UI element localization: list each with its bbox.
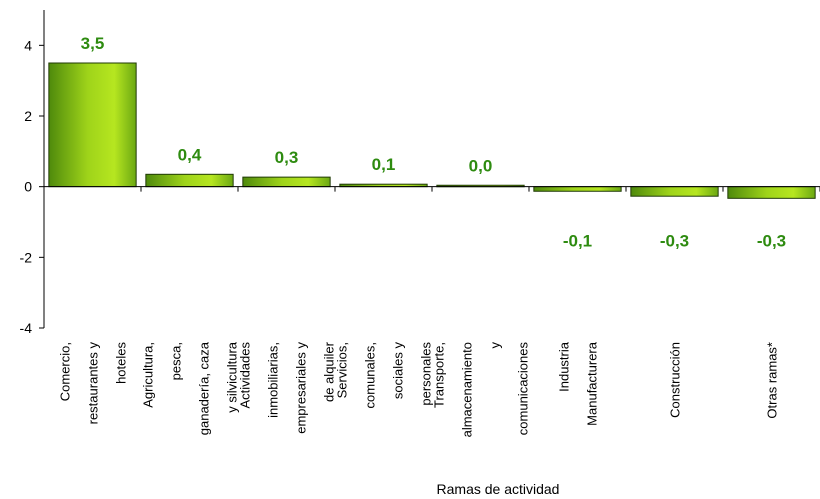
y-tick-label: 0 <box>24 179 32 195</box>
data-label: 0,1 <box>372 155 396 174</box>
bar <box>145 173 234 188</box>
x-category-label: de alquiler <box>322 341 337 402</box>
y-tick-label: 2 <box>24 108 32 124</box>
bar <box>48 62 137 188</box>
x-category-label: y silvicultura <box>225 341 240 413</box>
y-tick-label: -2 <box>20 249 33 265</box>
x-category-label: sociales y <box>391 342 406 400</box>
x-category-label: Manufacturera <box>585 341 600 426</box>
x-category-label: empresariales y <box>294 342 309 434</box>
plot-area: -4 -2 0 2 4 3,5 0,4 0,3 0,1 0,0 -0,1 -0,3 -0,3 Comerc… <box>20 10 820 437</box>
y-tick-label: -4 <box>20 320 33 336</box>
bar <box>630 186 719 197</box>
x-category-label: almacenamiento <box>460 342 475 437</box>
data-label: -0,1 <box>563 232 592 251</box>
data-label: 0,3 <box>275 148 299 167</box>
bar <box>727 186 816 199</box>
x-category-label: comunicaciones <box>516 342 531 436</box>
x-category-label: Servicios, <box>335 342 350 398</box>
x-category-label: inmobiliarias, <box>266 342 281 418</box>
bar <box>533 186 622 192</box>
y-tick-label: 4 <box>24 37 32 53</box>
x-category-label: y <box>488 342 503 349</box>
x-category-label: comunales, <box>363 342 378 408</box>
data-label: 3,5 <box>81 34 105 53</box>
data-label: -0,3 <box>660 232 689 251</box>
x-axis-title: Ramas de actividad <box>437 481 560 497</box>
x-category-label: Otras ramas* <box>765 342 780 419</box>
x-category-label: ganadería, caza <box>197 341 212 435</box>
data-label: 0,4 <box>178 145 202 164</box>
x-category-label: Construcción <box>668 342 683 418</box>
data-label: 0,0 <box>469 156 493 175</box>
bar <box>242 176 331 188</box>
x-category-label: Comercio, <box>58 342 73 401</box>
x-category-label: Transporte, <box>432 342 447 408</box>
x-category-label: Agricultura, <box>141 342 156 408</box>
x-category-label: pesca, <box>169 342 184 380</box>
x-category-label: hoteles <box>114 342 129 384</box>
x-category-label: restaurantes y <box>86 342 101 425</box>
x-category-label: Actividades <box>238 342 253 409</box>
x-category-label: Industria <box>557 341 572 392</box>
x-category-label: personales <box>419 342 434 406</box>
data-label: -0,3 <box>757 232 786 251</box>
